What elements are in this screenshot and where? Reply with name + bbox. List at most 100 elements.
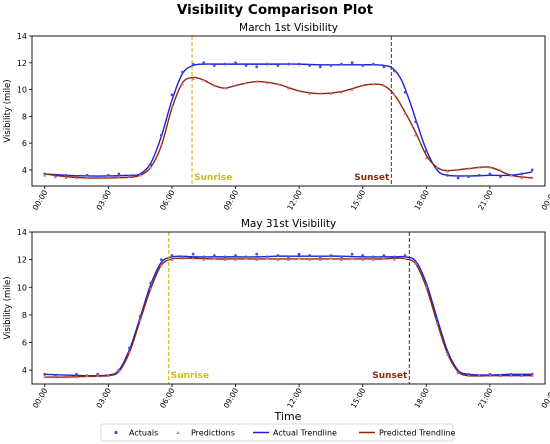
prediction-point (117, 175, 121, 178)
prediction-point (53, 175, 57, 178)
x-tick-label: 06:00 (158, 188, 177, 211)
prediction-point (43, 375, 47, 379)
actual-point (255, 65, 259, 69)
prediction-point (149, 165, 153, 169)
x-tick-label: 15:00 (349, 386, 368, 409)
actual-point (297, 252, 301, 256)
actual-point (456, 176, 460, 180)
actual-point (85, 173, 89, 177)
prediction-point (445, 169, 449, 173)
sunset-label: Sunset (372, 371, 408, 381)
actual-point (424, 149, 428, 153)
x-tick-label: 09:00 (222, 188, 241, 211)
actual-point (287, 62, 290, 66)
prediction-point (361, 258, 365, 261)
prediction-point (498, 168, 502, 172)
actual-point (276, 64, 280, 67)
prediction-point (223, 258, 227, 261)
y-tick-label: 14 (17, 228, 27, 237)
prediction-point (138, 318, 142, 322)
actual-point (202, 61, 206, 65)
actual-point (128, 346, 131, 350)
x-tick-label: 12:00 (285, 386, 304, 409)
prediction-point (477, 165, 481, 169)
prediction-point (159, 263, 163, 267)
prediction-point (170, 105, 174, 109)
prediction-point (297, 89, 301, 93)
actual-point (329, 64, 333, 67)
prediction-point (435, 165, 439, 169)
actual-point (403, 254, 407, 257)
prediction-point (265, 256, 269, 260)
prediction-point (424, 156, 428, 160)
actual-point (318, 255, 322, 259)
prediction-point (339, 90, 343, 94)
x-tick-label: 12:00 (285, 188, 304, 211)
actual-point (361, 64, 365, 67)
x-tick-label: 00:00 (540, 188, 550, 211)
y-tick-label: 6 (22, 139, 27, 148)
actual-point (371, 62, 375, 66)
prediction-point (212, 83, 216, 87)
actual-point (340, 62, 343, 66)
prediction-point (64, 375, 68, 379)
trendline-predicted (44, 257, 533, 378)
prediction-point (456, 371, 460, 375)
actual-point (297, 62, 301, 66)
legend-frame (100, 423, 454, 442)
prediction-point (43, 173, 47, 177)
actual-point (223, 62, 227, 66)
y-tick-label: 10 (17, 86, 27, 95)
actual-point (159, 133, 163, 137)
actual-point (308, 254, 312, 257)
prediction-point (85, 374, 89, 377)
y-tick-label: 8 (22, 311, 27, 320)
y-axis-label: Visibility (mile) (3, 276, 13, 339)
x-tick-label: 15:00 (349, 188, 368, 211)
actual-point (234, 254, 237, 257)
prediction-point (149, 287, 153, 290)
x-tick-label: 03:00 (94, 188, 113, 211)
prediction-point (159, 142, 163, 146)
actual-point (234, 61, 237, 65)
prediction-point (520, 176, 524, 180)
actual-point (117, 172, 121, 176)
x-tick-label: 00:00 (31, 386, 50, 409)
prediction-point (287, 86, 290, 90)
prediction-point (287, 258, 290, 261)
prediction-point (75, 176, 79, 180)
plot-area (43, 61, 534, 180)
y-tick-label: 12 (17, 256, 27, 265)
prediction-point (498, 374, 502, 377)
actual-point (308, 64, 312, 67)
prediction-point (435, 321, 439, 325)
actual-point (340, 255, 343, 259)
prediction-point (318, 91, 322, 95)
prediction-point (297, 256, 301, 260)
prediction-point (329, 91, 333, 95)
x-tick-label: 09:00 (222, 386, 241, 409)
actual-point (329, 254, 333, 257)
prediction-point (308, 258, 312, 261)
actual-point (393, 255, 396, 259)
actual-point (520, 172, 524, 176)
actual-point (255, 252, 259, 256)
y-axis-label: Visibility (mile) (3, 79, 13, 142)
prediction-point (488, 374, 492, 377)
prediction-point (85, 176, 89, 180)
actual-point (170, 93, 174, 97)
sunset-label: Sunset (354, 173, 390, 183)
prediction-point (106, 374, 110, 377)
actual-point (435, 317, 439, 321)
figure-title: Visibility Comparison Plot (177, 2, 374, 18)
actual-point (106, 173, 110, 177)
actual-point (212, 254, 216, 257)
actual-point (43, 372, 47, 376)
actual-point (244, 64, 248, 67)
chart-legend: Actuals Predictions Actual Trendline Predic… (100, 423, 456, 442)
actual-point (424, 283, 428, 286)
actual-point (212, 64, 216, 67)
prediction-point (530, 176, 534, 180)
prediction-point (244, 256, 248, 260)
